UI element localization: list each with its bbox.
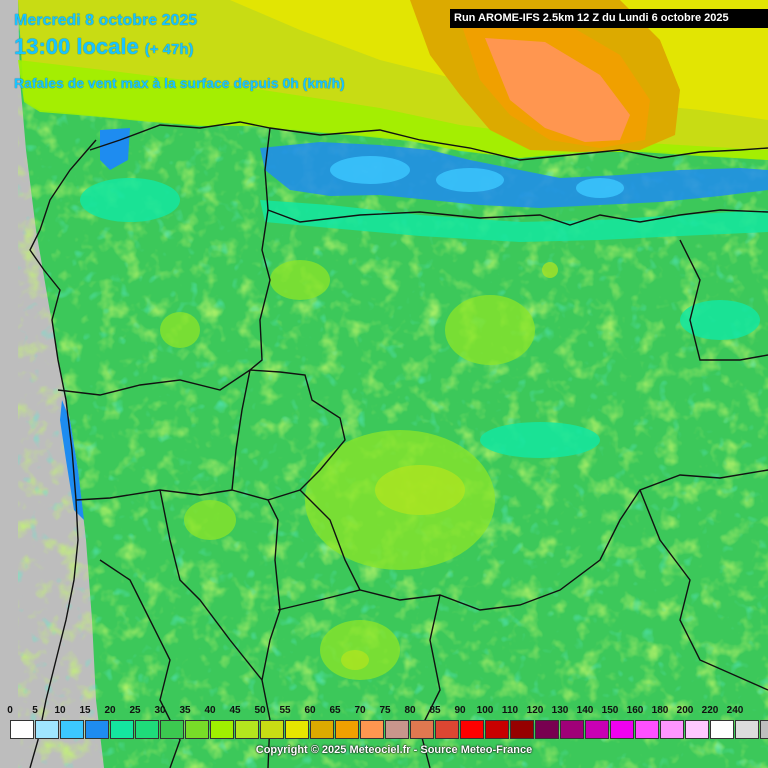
scale-tick-label: 120 [526, 705, 544, 716]
forecast-time: 13:00 locale (+ 47h) [14, 34, 194, 60]
scale-tick-label: 5 [32, 705, 38, 716]
forecast-lead-time: (+ 47h) [144, 41, 194, 58]
coastline-west [29, 139, 97, 768]
scale-tick-label: 30 [154, 705, 166, 716]
scale-swatch [60, 720, 84, 739]
scale-tick-label: 180 [651, 705, 669, 716]
scale-swatch [635, 720, 659, 739]
border-1 [231, 127, 281, 768]
scale-tick-label: 15 [79, 705, 91, 716]
scale-swatch [185, 720, 209, 739]
scale-tick-label: 240 [726, 705, 744, 716]
scale-swatch [235, 720, 259, 739]
model-run-label: Run AROME-IFS 2.5km 12 Z du Lundi 6 octo… [450, 9, 768, 28]
scale-swatch [585, 720, 609, 739]
scale-tick-label: 55 [279, 705, 291, 716]
scale-swatch [485, 720, 509, 739]
scale-swatch [560, 720, 584, 739]
coastline-north [89, 121, 768, 161]
border-9 [679, 239, 768, 361]
scale-swatch [735, 720, 759, 739]
border-12 [299, 489, 361, 591]
border-7 [639, 489, 768, 691]
scale-tick-label: 220 [701, 705, 719, 716]
scale-tick-label: 10 [54, 705, 66, 716]
scale-swatch [160, 720, 184, 739]
border-8 [419, 594, 441, 768]
gust-zone-45 [341, 262, 558, 670]
sea-salmon [485, 38, 630, 142]
forecast-local-time: 13:00 locale [14, 34, 139, 59]
scale-swatch [35, 720, 59, 739]
scale-swatch [285, 720, 309, 739]
border-4 [57, 369, 251, 396]
scale-swatch [85, 720, 109, 739]
scale-swatch [10, 720, 34, 739]
scale-swatch [710, 720, 734, 739]
scale-swatch [335, 720, 359, 739]
scale-tick-label: 35 [179, 705, 191, 716]
border-11 [159, 489, 263, 681]
scale-tick-label: 20 [104, 705, 116, 716]
gust-zone-40 [160, 260, 535, 680]
scale-swatch [410, 720, 434, 739]
scale-tick-label: 50 [254, 705, 266, 716]
scale-tick-label: 45 [229, 705, 241, 716]
scale-tick-label: 75 [379, 705, 391, 716]
scale-tick-label: 65 [329, 705, 341, 716]
border-2 [267, 209, 768, 226]
scale-tick-label: 150 [601, 705, 619, 716]
scale-swatch [535, 720, 559, 739]
scale-tick-label: 40 [204, 705, 216, 716]
scale-swatch [210, 720, 234, 739]
scale-tick-label: 160 [626, 705, 644, 716]
gust-zone-20 [80, 178, 768, 458]
scale-tick-label: 100 [476, 705, 494, 716]
parameter-title: Rafales de vent max à la surface depuis … [14, 75, 345, 91]
scale-tick-label: 110 [501, 705, 519, 716]
scale-swatch [460, 720, 484, 739]
scale-swatch [310, 720, 334, 739]
scale-tick-label: 90 [454, 705, 466, 716]
borders [29, 121, 768, 768]
scale-swatch [260, 720, 284, 739]
scale-swatch [385, 720, 409, 739]
scale-tick-label: 200 [676, 705, 694, 716]
scale-swatch [685, 720, 709, 739]
scale-tick-label: 25 [129, 705, 141, 716]
scale-tick-label: 0 [7, 705, 13, 716]
gust-zone-10 [330, 156, 624, 198]
copyright-footer: Copyright © 2025 Meteociel.fr - Source M… [255, 744, 533, 756]
border-10 [99, 559, 181, 768]
scale-tick-label: 85 [429, 705, 441, 716]
scale-swatch [435, 720, 459, 739]
scale-swatch [510, 720, 534, 739]
sea-yellow-light [18, 60, 768, 160]
border-3 [249, 369, 346, 501]
scale-swatch [760, 720, 768, 739]
scale-swatch [610, 720, 634, 739]
border-6 [277, 469, 768, 611]
scale-tick-label: 80 [404, 705, 416, 716]
scale-swatch [110, 720, 134, 739]
scale-tick-label: 70 [354, 705, 366, 716]
scale-swatch [360, 720, 384, 739]
scale-tick-label: 130 [551, 705, 569, 716]
scale-tick-label: 140 [576, 705, 594, 716]
scale-swatch [135, 720, 159, 739]
scale-tick-label: 60 [304, 705, 316, 716]
scale-swatch [660, 720, 684, 739]
forecast-date: Mercredi 8 octobre 2025 [14, 12, 198, 29]
